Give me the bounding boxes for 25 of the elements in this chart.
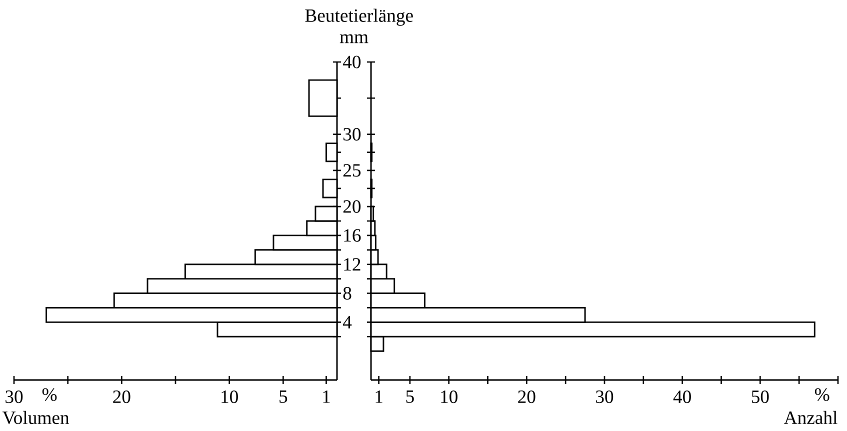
x-axis-title: Volumen <box>2 410 70 424</box>
y-tick-label: 40 <box>342 56 361 68</box>
x-tick-label: 1 <box>323 390 330 403</box>
x-tick-label: 30 <box>596 390 614 404</box>
y-tick-label: 25 <box>343 164 361 177</box>
y-tick-label: 16 <box>344 229 361 242</box>
x-tick-label: 20 <box>113 390 130 404</box>
y-tick-label: 8 <box>343 286 352 300</box>
y-tick-label: 20 <box>343 200 361 213</box>
y-tick-label: 4 <box>342 316 352 328</box>
x-tick-label: 1 <box>376 390 382 403</box>
x-tick-label: 5 <box>406 390 414 403</box>
x-tick-label: 40 <box>673 390 691 404</box>
x-tick-label: 10 <box>441 390 458 404</box>
x-tick-label: 20 <box>518 390 536 404</box>
text: % <box>814 388 830 401</box>
y-axis-title: Beutetierlänge mm <box>305 8 413 44</box>
y-tick-label: 30 <box>343 128 361 141</box>
y-tick-label: 12 <box>344 258 360 271</box>
x-tick-label: 30 <box>6 390 23 404</box>
x-tick-label: 5 <box>280 390 288 403</box>
x-axis-title: Anzahl <box>784 410 838 424</box>
x-tick-label: 50 <box>752 390 769 404</box>
x-tick-label: 10 <box>222 390 238 404</box>
text: % <box>42 388 57 401</box>
